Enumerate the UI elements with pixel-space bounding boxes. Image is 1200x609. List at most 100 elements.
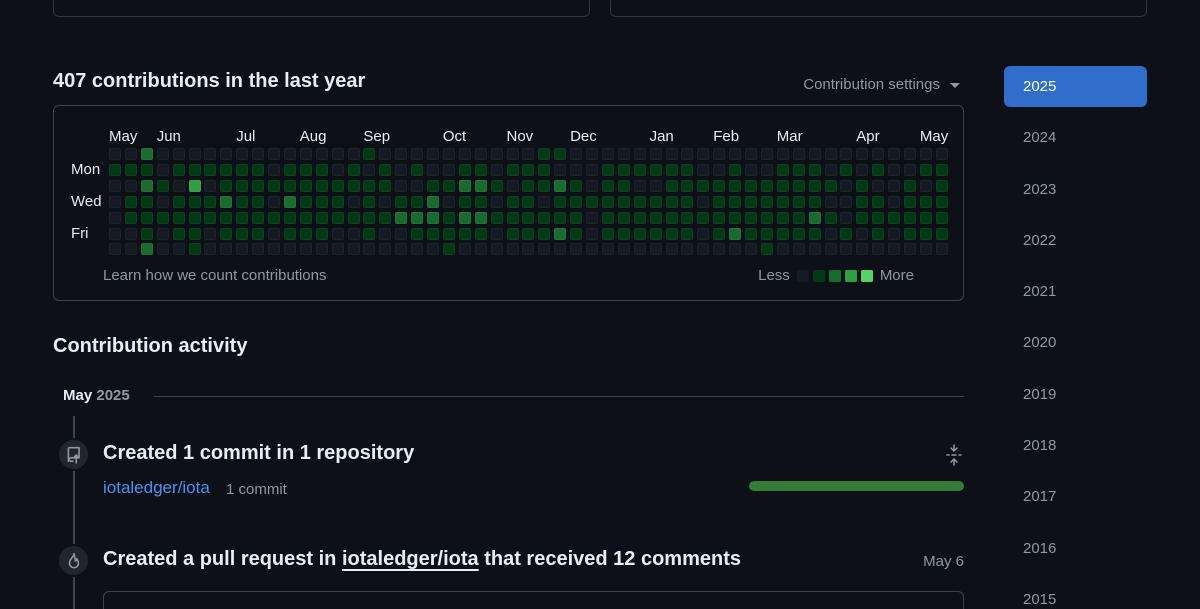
calendar-day-cell[interactable] — [919, 148, 932, 160]
calendar-day-cell[interactable] — [109, 163, 121, 176]
calendar-day-cell[interactable] — [808, 195, 821, 208]
calendar-day-cell[interactable] — [299, 243, 312, 256]
calendar-day-cell[interactable] — [395, 227, 408, 240]
calendar-day-cell[interactable] — [109, 148, 121, 160]
calendar-day-cell[interactable] — [522, 163, 535, 176]
calendar-day-cell[interactable] — [538, 179, 551, 192]
calendar-day-cell[interactable] — [474, 227, 487, 240]
calendar-day-cell[interactable] — [252, 195, 265, 208]
calendar-day-cell[interactable] — [872, 211, 885, 224]
calendar-day-cell[interactable] — [601, 179, 614, 192]
calendar-day-cell[interactable] — [236, 148, 249, 160]
calendar-day-cell[interactable] — [156, 163, 169, 176]
calendar-day-cell[interactable] — [840, 227, 853, 240]
calendar-day-cell[interactable] — [299, 163, 312, 176]
calendar-day-cell[interactable] — [649, 179, 662, 192]
calendar-day-cell[interactable] — [808, 163, 821, 176]
calendar-day-cell[interactable] — [554, 243, 567, 256]
calendar-day-cell[interactable] — [824, 195, 837, 208]
calendar-day-cell[interactable] — [538, 195, 551, 208]
calendar-day-cell[interactable] — [252, 163, 265, 176]
calendar-day-cell[interactable] — [697, 227, 710, 240]
calendar-day-cell[interactable] — [697, 211, 710, 224]
calendar-day-cell[interactable] — [840, 163, 853, 176]
calendar-day-cell[interactable] — [124, 163, 137, 176]
calendar-day-cell[interactable] — [617, 243, 630, 256]
calendar-day-cell[interactable] — [617, 148, 630, 160]
calendar-day-cell[interactable] — [776, 179, 789, 192]
calendar-day-cell[interactable] — [124, 148, 137, 160]
calendar-day-cell[interactable] — [331, 243, 344, 256]
calendar-day-cell[interactable] — [156, 195, 169, 208]
calendar-day-cell[interactable] — [427, 163, 439, 176]
calendar-day-cell[interactable] — [888, 243, 901, 256]
calendar-day-cell[interactable] — [919, 163, 932, 176]
calendar-day-cell[interactable] — [872, 195, 885, 208]
calendar-day-cell[interactable] — [633, 211, 646, 224]
calendar-day-cell[interactable] — [808, 243, 821, 256]
calendar-day-cell[interactable] — [538, 148, 551, 160]
calendar-day-cell[interactable] — [172, 148, 185, 160]
year-link-2025[interactable]: 2025 — [1004, 66, 1147, 107]
calendar-day-cell[interactable] — [888, 148, 901, 160]
calendar-day-cell[interactable] — [458, 211, 471, 224]
calendar-day-cell[interactable] — [522, 148, 535, 160]
calendar-day-cell[interactable] — [919, 243, 932, 256]
calendar-day-cell[interactable] — [379, 243, 392, 256]
calendar-day-cell[interactable] — [872, 163, 885, 176]
calendar-day-cell[interactable] — [904, 227, 916, 240]
calendar-day-cell[interactable] — [745, 243, 757, 256]
calendar-day-cell[interactable] — [713, 227, 726, 240]
calendar-day-cell[interactable] — [268, 227, 280, 240]
calendar-day-cell[interactable] — [617, 163, 630, 176]
calendar-day-cell[interactable] — [904, 163, 916, 176]
calendar-day-cell[interactable] — [601, 163, 614, 176]
calendar-day-cell[interactable] — [697, 195, 710, 208]
contribution-settings-dropdown[interactable]: Contribution settings — [803, 76, 960, 93]
calendar-day-cell[interactable] — [522, 243, 535, 256]
calendar-day-cell[interactable] — [745, 148, 757, 160]
calendar-day-cell[interactable] — [697, 163, 710, 176]
calendar-day-cell[interactable] — [808, 227, 821, 240]
calendar-day-cell[interactable] — [411, 179, 424, 192]
calendar-day-cell[interactable] — [315, 195, 328, 208]
calendar-day-cell[interactable] — [363, 243, 376, 256]
calendar-day-cell[interactable] — [697, 148, 710, 160]
calendar-day-cell[interactable] — [601, 148, 614, 160]
calendar-day-cell[interactable] — [601, 227, 614, 240]
calendar-day-cell[interactable] — [347, 243, 360, 256]
calendar-day-cell[interactable] — [188, 227, 201, 240]
calendar-day-cell[interactable] — [268, 163, 280, 176]
calendar-day-cell[interactable] — [411, 148, 424, 160]
calendar-day-cell[interactable] — [172, 243, 185, 256]
calendar-day-cell[interactable] — [824, 227, 837, 240]
calendar-day-cell[interactable] — [299, 227, 312, 240]
calendar-day-cell[interactable] — [760, 179, 773, 192]
calendar-day-cell[interactable] — [713, 179, 726, 192]
calendar-day-cell[interactable] — [379, 211, 392, 224]
calendar-day-cell[interactable] — [379, 148, 392, 160]
calendar-day-cell[interactable] — [204, 211, 217, 224]
calendar-day-cell[interactable] — [347, 179, 360, 192]
calendar-day-cell[interactable] — [109, 179, 121, 192]
calendar-day-cell[interactable] — [570, 211, 583, 224]
calendar-day-cell[interactable] — [538, 227, 551, 240]
calendar-day-cell[interactable] — [601, 195, 614, 208]
calendar-day-cell[interactable] — [188, 243, 201, 256]
calendar-day-cell[interactable] — [522, 195, 535, 208]
calendar-day-cell[interactable] — [919, 195, 932, 208]
calendar-day-cell[interactable] — [888, 163, 901, 176]
calendar-day-cell[interactable] — [665, 195, 678, 208]
calendar-day-cell[interactable] — [363, 195, 376, 208]
calendar-day-cell[interactable] — [490, 211, 503, 224]
calendar-day-cell[interactable] — [140, 227, 153, 240]
calendar-day-cell[interactable] — [156, 227, 169, 240]
calendar-day-cell[interactable] — [283, 163, 296, 176]
calendar-day-cell[interactable] — [792, 163, 805, 176]
calendar-day-cell[interactable] — [904, 243, 916, 256]
calendar-day-cell[interactable] — [140, 243, 153, 256]
calendar-day-cell[interactable] — [442, 148, 455, 160]
calendar-day-cell[interactable] — [220, 179, 233, 192]
calendar-day-cell[interactable] — [840, 195, 853, 208]
calendar-day-cell[interactable] — [506, 163, 519, 176]
